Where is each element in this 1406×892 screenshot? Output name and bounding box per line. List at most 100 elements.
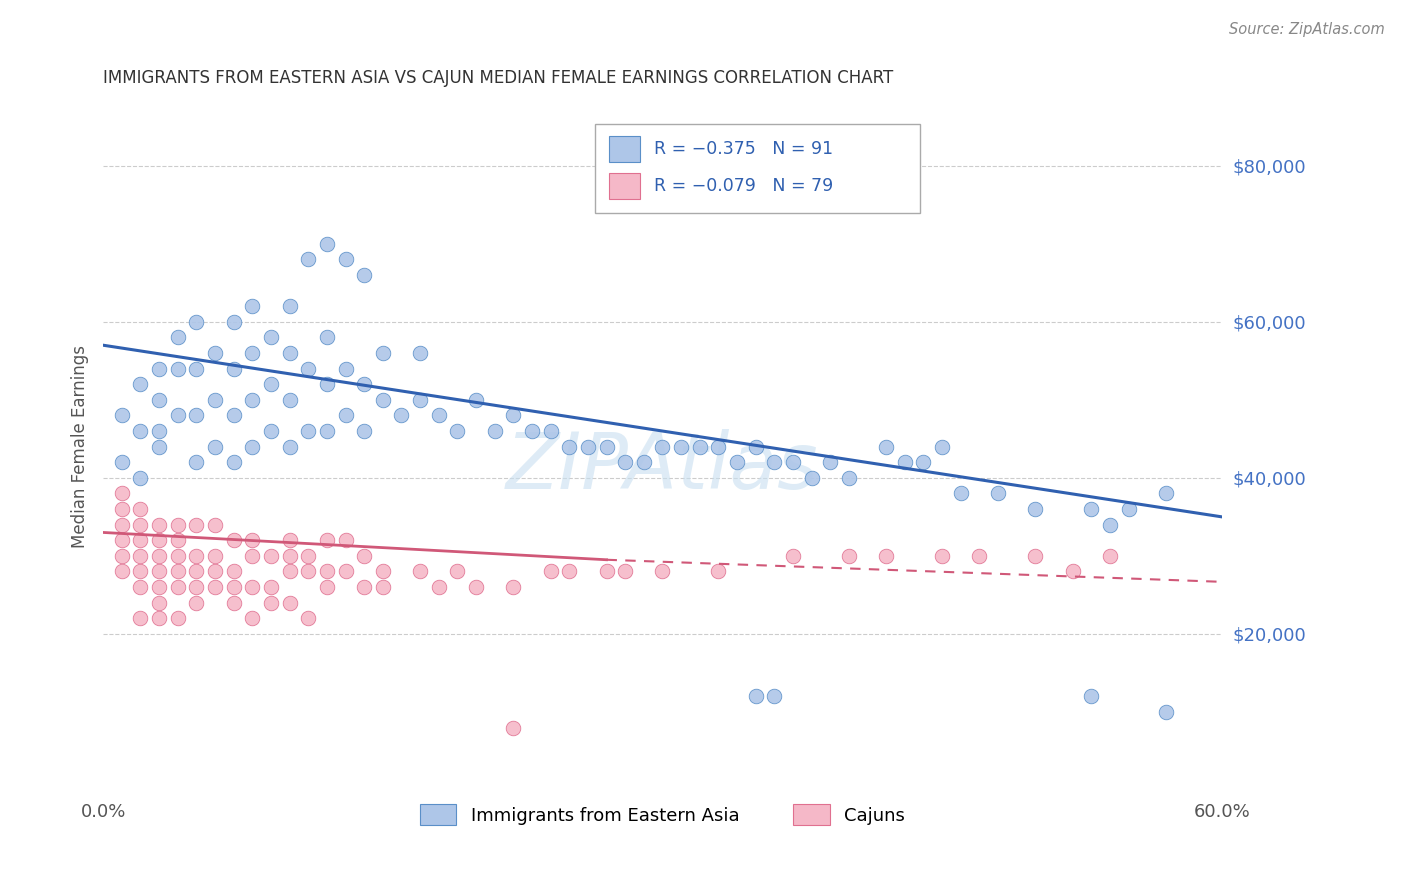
Point [297,611,319,625]
Text: Source: ZipAtlas.com: Source: ZipAtlas.com [1229,22,1385,37]
Point [111,549,134,563]
Point [353,377,375,392]
Point [204,346,226,360]
Point [391,409,413,423]
Point [166,533,188,548]
Point [129,611,152,625]
Text: R = −0.079   N = 79: R = −0.079 N = 79 [654,178,832,195]
Point [222,565,245,579]
Point [222,580,245,594]
Point [186,409,208,423]
Point [148,440,170,454]
Point [1098,517,1121,532]
Bar [609,173,640,200]
Point [409,346,432,360]
Point [186,361,208,376]
Point [335,409,357,423]
Point [148,424,170,438]
Text: ZIPAtlas: ZIPAtlas [506,429,818,505]
Point [931,440,953,454]
Bar [609,136,640,162]
Point [129,565,152,579]
Point [148,611,170,625]
Point [1062,565,1084,579]
Point [186,580,208,594]
Point [166,611,188,625]
Point [1118,502,1140,516]
Point [260,424,283,438]
Point [111,455,134,469]
Point [820,455,842,469]
Point [186,565,208,579]
Point [875,549,897,563]
Point [240,440,263,454]
Point [949,486,972,500]
Point [744,440,766,454]
Point [446,565,468,579]
Point [614,565,637,579]
Point [540,424,562,438]
Point [315,533,337,548]
Point [838,549,860,563]
Point [446,424,468,438]
Point [297,424,319,438]
Point [1154,486,1177,500]
Point [222,315,245,329]
Point [240,392,263,407]
Point [278,440,301,454]
Point [297,549,319,563]
Point [297,252,319,267]
Point [371,346,394,360]
Point [335,533,357,548]
Point [204,580,226,594]
Point [186,596,208,610]
Point [204,392,226,407]
Point [502,409,524,423]
Point [111,517,134,532]
Point [520,424,543,438]
Text: IMMIGRANTS FROM EASTERN ASIA VS CAJUN MEDIAN FEMALE EARNINGS CORRELATION CHART: IMMIGRANTS FROM EASTERN ASIA VS CAJUN ME… [103,69,893,87]
Point [204,440,226,454]
Point [297,361,319,376]
Point [725,455,748,469]
Point [260,580,283,594]
Point [614,455,637,469]
Point [595,440,617,454]
Point [111,409,134,423]
Point [912,455,935,469]
Point [278,299,301,313]
Point [111,533,134,548]
Point [166,361,188,376]
Point [111,502,134,516]
Point [129,471,152,485]
Point [240,299,263,313]
Point [240,580,263,594]
Point [838,471,860,485]
Point [278,392,301,407]
Point [502,580,524,594]
Legend: Immigrants from Eastern Asia, Cajuns: Immigrants from Eastern Asia, Cajuns [413,797,912,832]
Point [502,721,524,735]
Point [166,580,188,594]
Point [186,517,208,532]
Point [148,533,170,548]
Point [371,392,394,407]
Point [148,549,170,563]
Point [111,565,134,579]
Point [166,330,188,344]
Point [315,565,337,579]
Point [1154,705,1177,719]
Point [240,549,263,563]
Point [166,549,188,563]
Point [129,517,152,532]
Point [931,549,953,563]
Point [278,565,301,579]
Point [297,565,319,579]
Point [222,533,245,548]
Point [222,596,245,610]
Point [186,315,208,329]
Point [353,268,375,282]
Point [651,565,673,579]
Point [782,455,804,469]
Point [315,424,337,438]
